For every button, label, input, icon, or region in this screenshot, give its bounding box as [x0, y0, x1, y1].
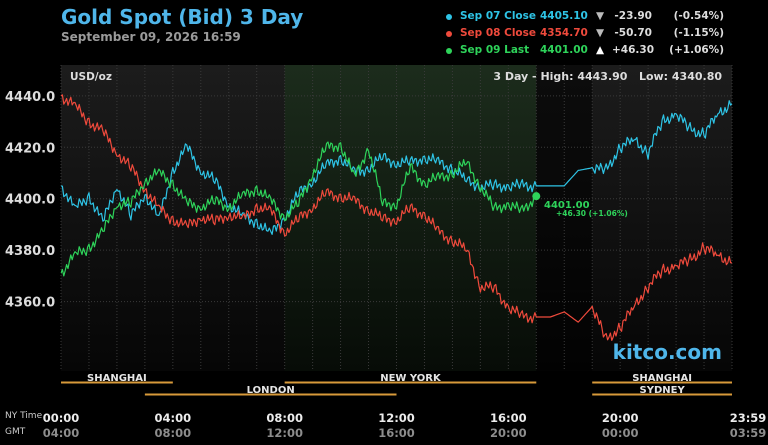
legend-price-sep07: 4405.10 [540, 10, 588, 22]
down-arrow-icon: ▼ [596, 27, 605, 39]
y-tick-label: 4420.0 [5, 141, 55, 156]
session-label: LONDON [247, 385, 295, 396]
grid-lines [60, 65, 733, 371]
legend-dot-sep09 [446, 48, 452, 54]
gmt-label: GMT [5, 427, 26, 437]
series-line-2 [61, 94, 732, 341]
y-tick-label: 4380.0 [5, 244, 55, 259]
ny-time-tick: 08:00 [266, 411, 303, 425]
ny-time-tick: 20:00 [602, 411, 639, 425]
gmt-time-tick: 03:59 [730, 426, 767, 440]
ny-time-tick: 04:00 [155, 411, 192, 425]
legend-percent-sep07: (-0.54%) [673, 10, 724, 22]
session-bg [284, 372, 537, 382]
y-tick-label: 4400.0 [5, 193, 55, 208]
ny-time-tick: 16:00 [490, 411, 527, 425]
new-york-session-shade [284, 65, 537, 371]
legend-name-sep07: Sep 07 Close [460, 10, 537, 22]
gmt-time-tick: 12:00 [266, 426, 303, 440]
legend-dot-sep07 [446, 14, 452, 20]
session-bg [61, 372, 173, 382]
y-tick-label: 4440.0 [5, 90, 55, 105]
price-series [61, 94, 732, 341]
session-bg [592, 372, 732, 382]
x-axis-labels: 00:0004:0004:0008:0008:0012:0012:0016:00… [43, 411, 767, 440]
legend-change-sep07: -23.90 [614, 10, 652, 22]
legend-dot-sep08 [446, 31, 452, 37]
last-price-label: 4401.00 [544, 200, 590, 211]
legend-name-sep08: Sep 08 Close [460, 27, 537, 39]
legend-percent-sep08: (-1.15%) [673, 27, 724, 39]
last-price-marker [532, 192, 541, 201]
session-label: SHANGHAI [632, 373, 692, 384]
gmt-time-tick: 08:00 [155, 426, 192, 440]
session-label: NEW YORK [380, 373, 442, 384]
range-summary: 3 Day - High: 4443.90 Low: 4340.80 [493, 70, 722, 83]
session-shading [284, 65, 593, 371]
ny-time-tick: 23:59 [730, 411, 767, 425]
ny-time-tick: 00:00 [43, 411, 80, 425]
down-arrow-icon: ▼ [596, 10, 605, 22]
gmt-time-tick: 04:00 [43, 426, 80, 440]
last-change-label: +46.30 (+1.06%) [556, 209, 628, 218]
legend-name-sep09: Sep 09 Last [460, 44, 530, 56]
ny-time-tick: 12:00 [378, 411, 415, 425]
session-label: SYDNEY [640, 385, 686, 396]
y-axis-labels: 4440.0 4420.0 4400.0 4380.0 4360.0 [5, 90, 55, 311]
legend-percent-sep09: (+1.06%) [669, 44, 724, 56]
session-bg [592, 384, 732, 394]
chart-timestamp: September 09, 2026 16:59 [61, 30, 241, 44]
gmt-time-tick: 20:00 [490, 426, 527, 440]
session-bg [144, 384, 397, 394]
up-arrow-icon: ▲ [596, 44, 605, 56]
chart-title: Gold Spot (Bid) 3 Day [61, 5, 304, 29]
ny-time-label: NY Time [5, 411, 43, 421]
kitco-watermark: kitco.com [613, 340, 722, 364]
legend-change-sep09: +46.30 [612, 44, 655, 56]
y-tick-label: 4360.0 [5, 296, 55, 311]
gmt-time-tick: 00:00 [602, 426, 639, 440]
legend-price-sep08: 4354.70 [540, 27, 588, 39]
gmt-time-tick: 16:00 [378, 426, 415, 440]
session-label: SHANGHAI [87, 373, 147, 384]
series-line-1 [61, 100, 732, 235]
legend-change-sep08: -50.70 [614, 27, 652, 39]
unit-label: USD/oz [70, 71, 112, 83]
series-line-3 [61, 141, 537, 277]
legend-price-sep09: 4401.00 [540, 44, 588, 56]
